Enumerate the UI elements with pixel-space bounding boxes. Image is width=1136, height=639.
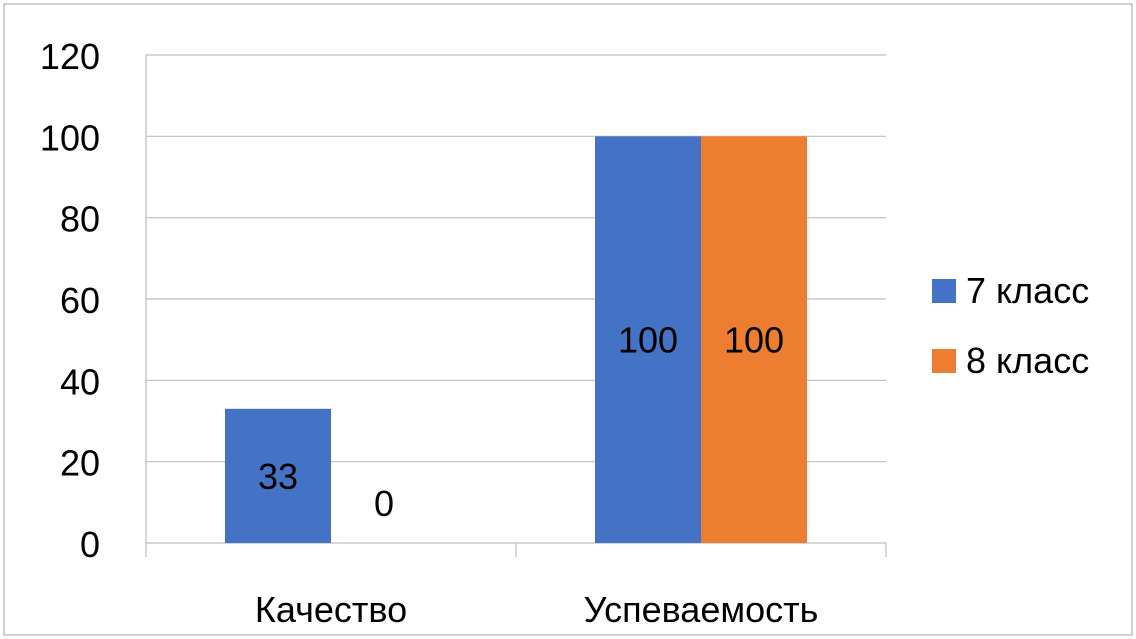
y-tick-label-80: 80: [60, 199, 100, 240]
bars: [225, 136, 807, 544]
y-tick-label-20: 20: [60, 443, 100, 484]
y-tick-label-100: 100: [40, 117, 100, 158]
bar-1-2: [595, 136, 701, 544]
legend-label-1: 7 класс: [966, 270, 1089, 311]
chart-border: [3, 3, 1133, 636]
data-label-1-2: 100: [618, 320, 678, 361]
y-tick-label-40: 40: [60, 361, 100, 402]
bar-2-2: [701, 136, 807, 544]
y-tick-label-120: 120: [40, 36, 100, 77]
x-category-label-1: Успеваемость: [584, 589, 819, 630]
y-tick-label-60: 60: [60, 280, 100, 321]
legend: 7 класс 8 класс: [932, 270, 1089, 381]
legend-swatch-1: [932, 279, 956, 303]
labels: 0 20 40 60 80 100 120 Качество Успеваемость 33 100…: [40, 36, 818, 630]
data-label-1-1: 33: [258, 456, 298, 497]
data-label-2-2: 100: [724, 320, 784, 361]
data-label-2-1: 0: [374, 483, 394, 524]
legend-swatch-2: [932, 349, 956, 373]
x-category-label-0: Качество: [255, 589, 407, 630]
y-tick-label-0: 0: [80, 524, 100, 565]
bar-1-1: [225, 408, 331, 543]
legend-label-2: 8 класс: [966, 340, 1089, 381]
